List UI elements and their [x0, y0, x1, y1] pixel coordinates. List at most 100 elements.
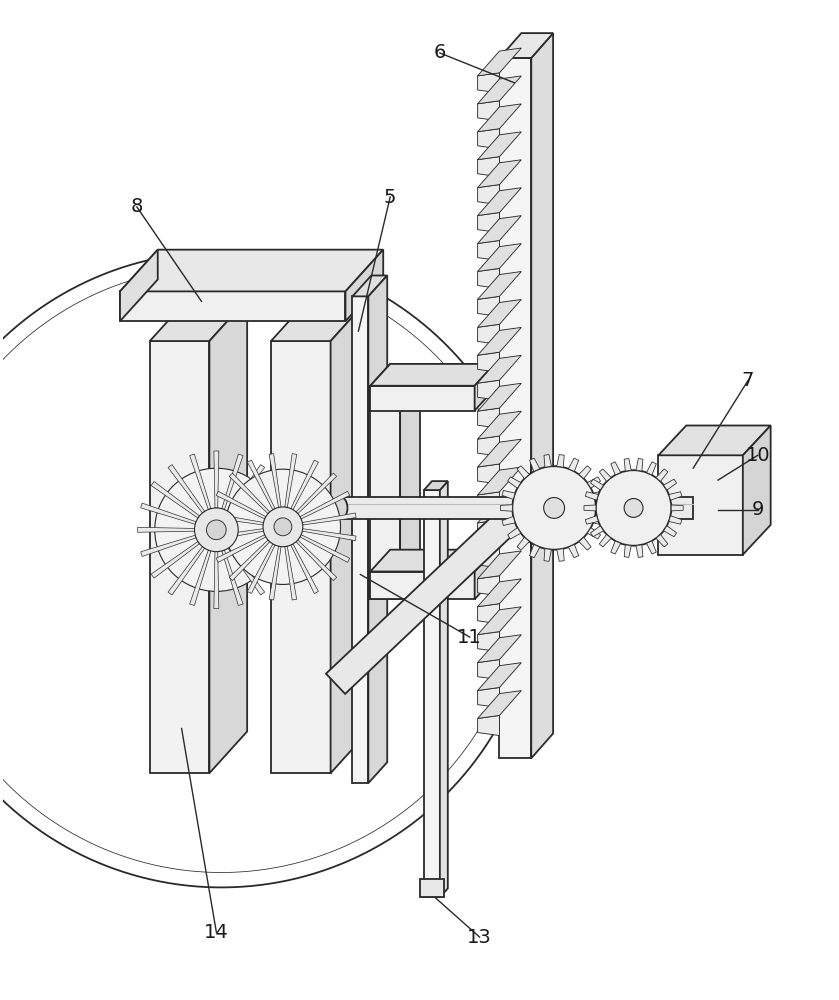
Polygon shape: [477, 268, 499, 289]
Text: 9: 9: [752, 500, 764, 519]
Polygon shape: [291, 460, 319, 510]
Polygon shape: [477, 607, 521, 635]
Polygon shape: [599, 534, 611, 547]
Polygon shape: [477, 663, 521, 691]
Polygon shape: [743, 425, 771, 555]
Polygon shape: [190, 454, 211, 509]
Polygon shape: [120, 250, 383, 291]
Polygon shape: [400, 364, 420, 599]
Polygon shape: [477, 129, 499, 149]
Polygon shape: [477, 467, 521, 495]
Polygon shape: [579, 537, 591, 550]
Polygon shape: [517, 466, 529, 479]
Polygon shape: [238, 527, 295, 532]
Polygon shape: [596, 505, 607, 511]
Polygon shape: [502, 517, 515, 525]
Polygon shape: [237, 503, 292, 524]
Text: 6: 6: [434, 43, 446, 62]
Polygon shape: [477, 380, 499, 400]
Polygon shape: [477, 352, 499, 372]
Polygon shape: [300, 491, 350, 519]
Polygon shape: [587, 528, 601, 539]
Polygon shape: [141, 503, 196, 524]
Polygon shape: [529, 458, 539, 471]
Polygon shape: [210, 529, 263, 541]
Polygon shape: [341, 497, 693, 519]
Polygon shape: [501, 505, 513, 511]
Polygon shape: [150, 341, 210, 773]
Polygon shape: [248, 460, 275, 510]
Polygon shape: [636, 545, 643, 557]
Polygon shape: [477, 188, 521, 216]
Polygon shape: [370, 572, 475, 599]
Polygon shape: [138, 527, 195, 532]
Polygon shape: [477, 76, 521, 104]
Polygon shape: [508, 477, 521, 488]
Polygon shape: [326, 495, 534, 694]
Polygon shape: [352, 275, 388, 296]
Polygon shape: [636, 459, 643, 471]
Polygon shape: [300, 535, 350, 562]
Polygon shape: [190, 550, 211, 606]
Polygon shape: [210, 299, 248, 773]
Polygon shape: [331, 299, 368, 773]
Polygon shape: [477, 104, 521, 132]
Polygon shape: [216, 535, 266, 562]
Polygon shape: [477, 551, 521, 579]
Polygon shape: [120, 291, 346, 321]
Polygon shape: [477, 101, 499, 121]
Polygon shape: [221, 550, 243, 606]
Polygon shape: [499, 58, 531, 758]
Polygon shape: [584, 505, 596, 511]
Polygon shape: [517, 537, 529, 550]
Polygon shape: [579, 466, 591, 479]
Polygon shape: [669, 516, 682, 524]
Polygon shape: [168, 547, 205, 595]
Polygon shape: [591, 479, 603, 490]
Circle shape: [263, 507, 303, 547]
Polygon shape: [671, 505, 683, 511]
Polygon shape: [477, 635, 521, 663]
Circle shape: [624, 499, 643, 517]
Polygon shape: [141, 535, 196, 557]
Text: 7: 7: [742, 371, 754, 390]
Polygon shape: [477, 327, 521, 355]
Polygon shape: [477, 324, 499, 344]
Polygon shape: [477, 411, 521, 439]
Polygon shape: [296, 540, 336, 581]
Polygon shape: [477, 408, 499, 428]
Polygon shape: [557, 549, 565, 561]
Polygon shape: [214, 552, 219, 609]
Polygon shape: [477, 436, 499, 456]
Polygon shape: [477, 691, 521, 718]
Polygon shape: [477, 688, 499, 708]
Polygon shape: [531, 33, 553, 758]
Polygon shape: [477, 715, 499, 736]
Polygon shape: [151, 481, 200, 518]
Polygon shape: [669, 492, 682, 500]
Polygon shape: [611, 541, 621, 554]
Circle shape: [513, 466, 596, 550]
Polygon shape: [221, 454, 243, 509]
Polygon shape: [586, 492, 598, 500]
Polygon shape: [477, 213, 499, 233]
Polygon shape: [228, 547, 264, 595]
Polygon shape: [228, 465, 264, 513]
Polygon shape: [424, 481, 448, 490]
Polygon shape: [568, 544, 579, 558]
Polygon shape: [271, 341, 331, 773]
Polygon shape: [151, 542, 200, 578]
Polygon shape: [599, 469, 611, 481]
Text: 13: 13: [467, 928, 492, 947]
Polygon shape: [269, 546, 281, 600]
Polygon shape: [529, 544, 539, 558]
Polygon shape: [370, 364, 494, 386]
Polygon shape: [368, 275, 388, 783]
Polygon shape: [647, 462, 656, 475]
Polygon shape: [475, 364, 494, 411]
Polygon shape: [150, 299, 248, 341]
Polygon shape: [370, 386, 400, 599]
Text: 14: 14: [204, 923, 229, 942]
Polygon shape: [477, 157, 499, 177]
Polygon shape: [593, 490, 607, 499]
